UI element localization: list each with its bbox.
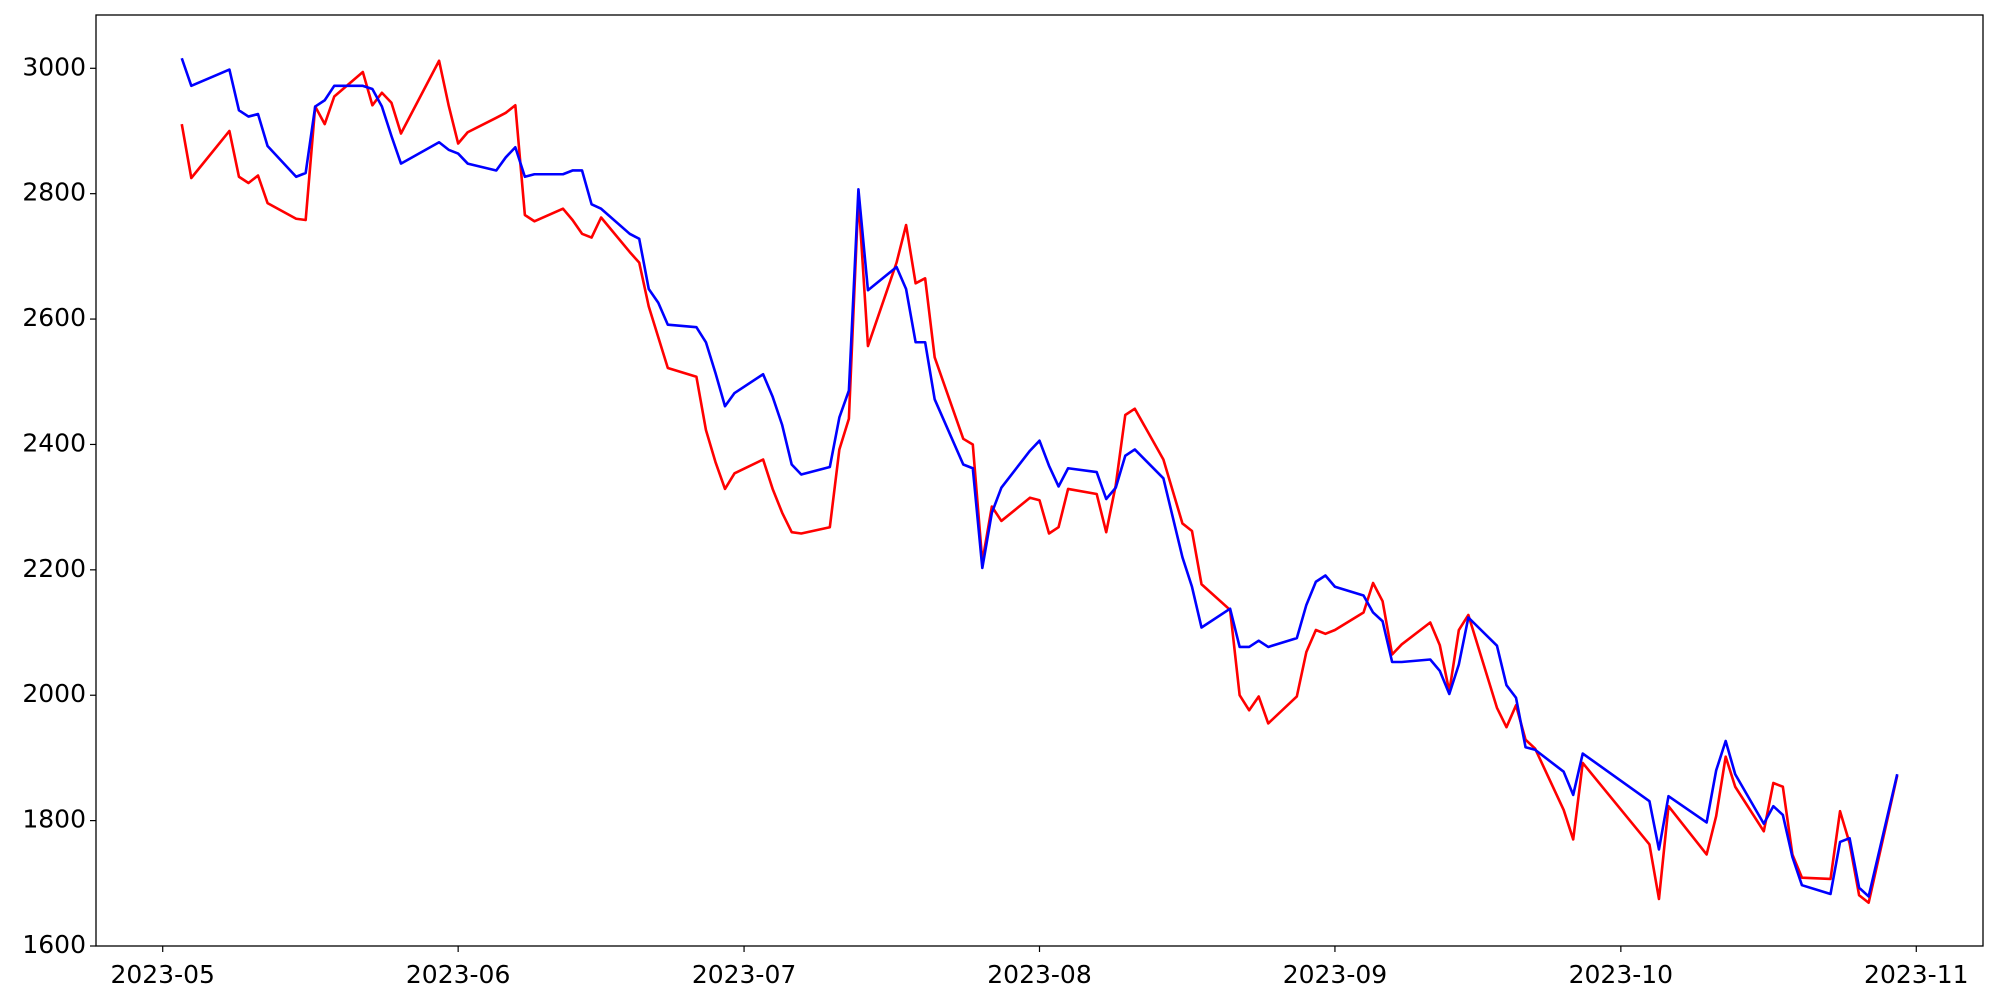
y-tick-label: 1800: [22, 805, 86, 834]
x-tick-label: 2023-06: [406, 960, 510, 989]
x-tick-label: 2023-10: [1569, 960, 1673, 989]
y-tick-label: 1600: [22, 930, 86, 959]
x-tick-label: 2023-11: [1864, 960, 1968, 989]
data-line: [180, 57, 1899, 898]
x-tick-label: 2023-09: [1283, 960, 1387, 989]
y-tick-label: 2200: [22, 554, 86, 583]
y-tick-label: 2800: [22, 178, 86, 207]
y-tick-label: 3000: [22, 52, 86, 81]
data-line: [180, 59, 1899, 905]
x-tick-label: 2023-05: [110, 960, 214, 989]
y-tick-label: 2000: [22, 679, 86, 708]
plot-frame: [95, 14, 1984, 947]
y-tick-label: 2400: [22, 428, 86, 457]
x-tick-label: 2023-08: [987, 960, 1091, 989]
x-tick-label: 2023-07: [692, 960, 796, 989]
y-tick-label: 2600: [22, 303, 86, 332]
